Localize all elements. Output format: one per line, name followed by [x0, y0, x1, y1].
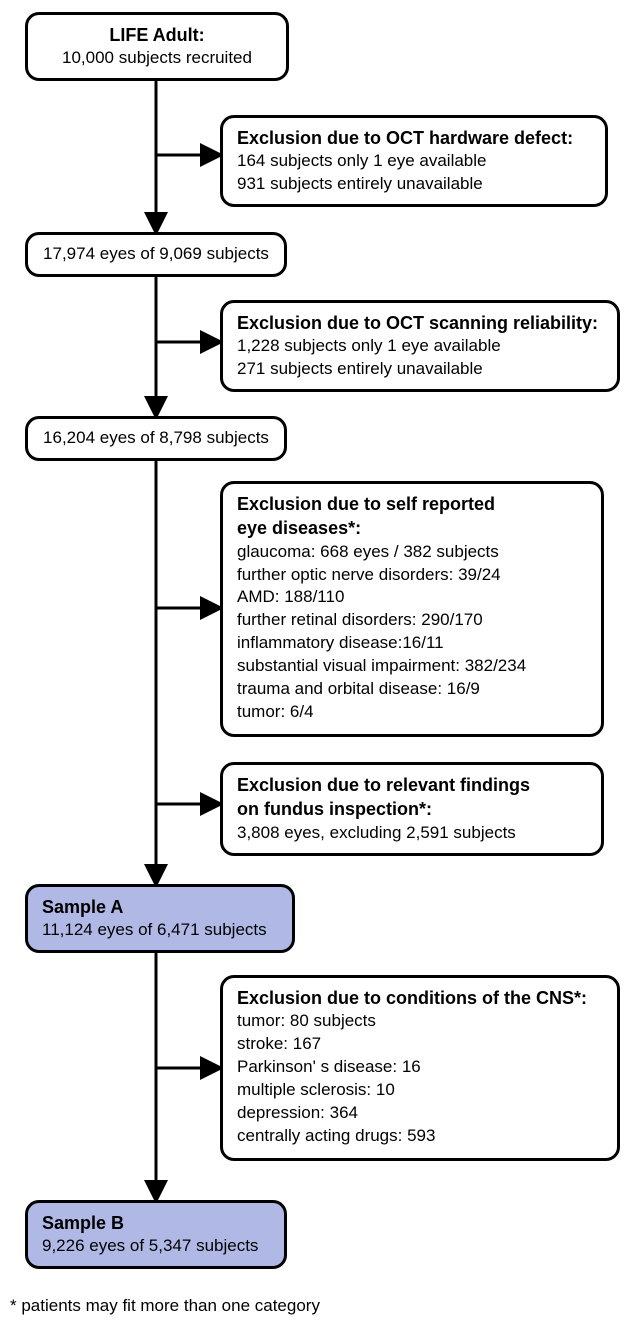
node-line: trauma and orbital disease: 16/9 — [237, 678, 587, 701]
node-line: further retinal disorders: 290/170 — [237, 609, 587, 632]
node-line: further optic nerve disorders: 39/24 — [237, 564, 587, 587]
node-excl4: Exclusion due to relevant findingson fun… — [220, 762, 604, 856]
node-line: multiple sclerosis: 10 — [237, 1079, 603, 1102]
node-line: 16,204 eyes of 8,798 subjects — [42, 427, 270, 450]
node-line: 1,228 subjects only 1 eye available — [237, 335, 603, 358]
node-title: Exclusion due to self reported — [237, 492, 587, 516]
node-start: LIFE Adult:10,000 subjects recruited — [25, 12, 289, 81]
node-line: substantial visual impairment: 382/234 — [237, 655, 587, 678]
footnote-text: * patients may fit more than one categor… — [10, 1296, 320, 1316]
node-line: 10,000 subjects recruited — [42, 47, 272, 70]
node-line: 17,974 eyes of 9,069 subjects — [42, 243, 270, 266]
node-line: centrally acting drugs: 593 — [237, 1125, 603, 1148]
node-excl3: Exclusion due to self reportedeye diseas… — [220, 481, 604, 737]
node-title: Sample B — [42, 1211, 270, 1235]
node-line: glaucoma: 668 eyes / 382 subjects — [237, 541, 587, 564]
node-line: depression: 364 — [237, 1102, 603, 1125]
node-line: 9,226 eyes of 5,347 subjects — [42, 1235, 270, 1258]
node-line: tumor: 80 subjects — [237, 1010, 603, 1033]
node-title: Exclusion due to OCT hardware defect: — [237, 126, 591, 150]
node-line: inflammatory disease:16/11 — [237, 632, 587, 655]
node-line: 3,808 eyes, excluding 2,591 subjects — [237, 822, 587, 845]
node-line: tumor: 6/4 — [237, 701, 587, 724]
node-line: AMD: 188/110 — [237, 586, 587, 609]
node-sampleA: Sample A11,124 eyes of 6,471 subjects — [25, 884, 295, 953]
node-stage2: 16,204 eyes of 8,798 subjects — [25, 416, 287, 461]
node-title2: eye diseases*: — [237, 516, 587, 540]
node-sampleB: Sample B9,226 eyes of 5,347 subjects — [25, 1200, 287, 1269]
node-title: Exclusion due to relevant findings — [237, 773, 587, 797]
node-line: stroke: 167 — [237, 1033, 603, 1056]
node-excl2: Exclusion due to OCT scanning reliabilit… — [220, 300, 620, 392]
node-title: Exclusion due to OCT scanning reliabilit… — [237, 311, 603, 335]
node-line: 931 subjects entirely unavailable — [237, 173, 591, 196]
node-line: Parkinson' s disease: 16 — [237, 1056, 603, 1079]
flowchart-canvas: LIFE Adult:10,000 subjects recruited Excl… — [0, 0, 635, 1340]
node-line: 164 subjects only 1 eye available — [237, 150, 591, 173]
node-title: Exclusion due to conditions of the CNS*: — [237, 986, 603, 1010]
node-title2: on fundus inspection*: — [237, 797, 587, 821]
node-excl5: Exclusion due to conditions of the CNS*:… — [220, 975, 620, 1161]
node-stage1: 17,974 eyes of 9,069 subjects — [25, 232, 287, 277]
node-title: Sample A — [42, 895, 278, 919]
node-title: LIFE Adult: — [42, 23, 272, 47]
node-line: 271 subjects entirely unavailable — [237, 358, 603, 381]
node-line: 11,124 eyes of 6,471 subjects — [42, 919, 278, 942]
node-excl1: Exclusion due to OCT hardware defect:164… — [220, 115, 608, 207]
